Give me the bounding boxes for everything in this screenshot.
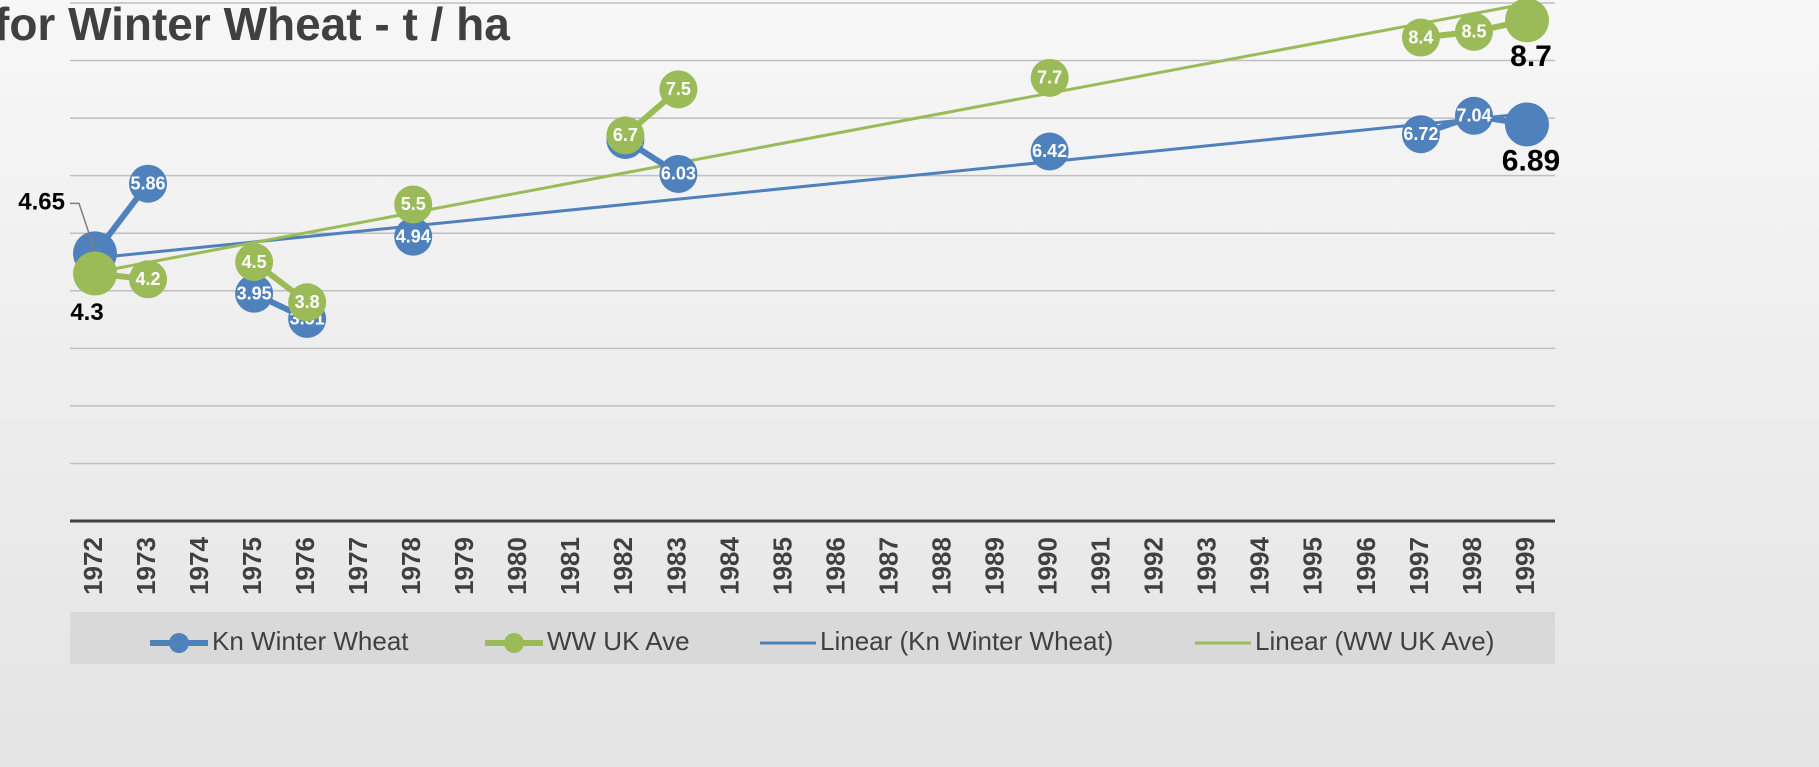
x-tick-label: 1996 <box>1351 537 1381 595</box>
legend-label: Kn Winter Wheat <box>212 626 409 656</box>
marker <box>235 243 274 281</box>
x-tick-label: 1973 <box>131 537 161 595</box>
marker <box>1505 102 1549 147</box>
data-label: 6.7 <box>613 125 638 145</box>
data-label: 3.8 <box>295 292 320 312</box>
x-tick-label: 1976 <box>290 537 320 595</box>
data-label: 7.7 <box>1037 68 1062 88</box>
legend-marker <box>169 633 189 653</box>
data-label: 4.5 <box>242 252 267 272</box>
x-tick-label: 1999 <box>1510 537 1540 595</box>
marker <box>1401 18 1440 57</box>
x-tick-label: 1988 <box>926 537 956 595</box>
data-label: 4.65 <box>18 189 65 216</box>
marker <box>129 260 168 299</box>
legend-marker <box>504 633 524 653</box>
x-tick-label: 1975 <box>237 537 267 595</box>
data-label: 5.5 <box>401 194 426 214</box>
marker <box>235 274 274 313</box>
trendline <box>94 2 1528 274</box>
data-label: 8.5 <box>1461 22 1486 42</box>
x-tick-label: 1992 <box>1139 537 1169 595</box>
x-tick-label: 1978 <box>396 537 426 595</box>
x-tick-label: 1972 <box>78 537 108 595</box>
marker <box>1030 58 1069 97</box>
x-tick-label: 1993 <box>1192 537 1222 595</box>
x-tick-label: 1979 <box>449 537 479 595</box>
x-tick-label: 1982 <box>608 537 638 595</box>
data-label: 8.4 <box>1408 27 1433 47</box>
marker <box>1454 96 1493 135</box>
data-label: 6.42 <box>1032 141 1067 161</box>
marker <box>129 164 168 203</box>
x-tick-label: 1989 <box>980 537 1010 595</box>
data-label: 6.03 <box>661 164 696 184</box>
x-tick-label: 1981 <box>555 537 585 595</box>
x-tick-label: 1980 <box>502 537 532 595</box>
data-label: 7.5 <box>666 79 691 99</box>
x-tick-label: 1990 <box>1033 537 1063 595</box>
marker <box>659 70 698 109</box>
data-label: 4.94 <box>396 226 431 246</box>
marker <box>394 185 433 224</box>
x-tick-label: 1977 <box>343 537 373 595</box>
x-tick-label: 1984 <box>714 537 744 595</box>
trendline <box>94 112 1528 260</box>
data-label: 3.95 <box>237 283 272 303</box>
data-label: 6.89 <box>1502 144 1560 177</box>
x-tick-label: 1997 <box>1404 537 1434 595</box>
marker <box>1454 12 1493 51</box>
legend-label: WW UK Ave <box>547 626 690 656</box>
marker <box>1401 115 1440 154</box>
marker <box>394 217 433 256</box>
marker <box>659 154 698 193</box>
x-tick-label: 1985 <box>767 537 797 595</box>
legend-box <box>70 612 1555 664</box>
legend-label: Linear (Kn Winter Wheat) <box>820 626 1113 656</box>
x-tick-label: 1974 <box>184 537 214 595</box>
x-tick-label: 1983 <box>661 537 691 595</box>
data-label: 5.86 <box>131 173 166 193</box>
x-tick-label: 1986 <box>820 537 850 595</box>
data-label: 8.7 <box>1510 40 1552 73</box>
leader-line <box>70 202 96 252</box>
data-label: 4.2 <box>136 269 161 289</box>
x-tick-label: 1994 <box>1245 537 1275 595</box>
x-tick-label: 1995 <box>1298 537 1328 595</box>
data-label: 7.04 <box>1456 106 1491 126</box>
marker <box>606 116 645 155</box>
x-tick-label: 1998 <box>1457 537 1487 595</box>
chart-title: for Winter Wheat - t / ha <box>0 0 510 50</box>
marker <box>1505 0 1549 43</box>
x-tick-label: 1991 <box>1086 537 1116 595</box>
marker <box>73 251 117 296</box>
marker <box>1030 132 1069 171</box>
x-tick-label: 1987 <box>873 537 903 595</box>
marker <box>288 283 327 322</box>
data-label: 4.3 <box>70 299 103 326</box>
legend-label: Linear (WW UK Ave) <box>1255 626 1494 656</box>
data-label: 6.72 <box>1403 124 1438 144</box>
